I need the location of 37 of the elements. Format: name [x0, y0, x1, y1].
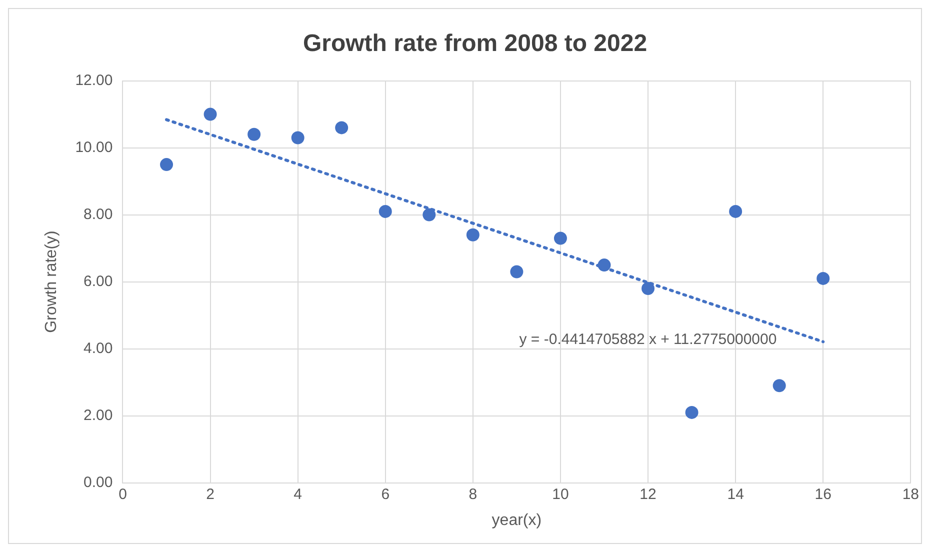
point	[772, 379, 786, 392]
point	[291, 131, 304, 144]
chart-title: Growth rate from 2008 to 2022	[302, 30, 648, 58]
point	[466, 228, 480, 242]
point	[816, 272, 830, 285]
point	[335, 121, 348, 134]
point	[204, 108, 217, 121]
x-tick-label: 8	[468, 486, 478, 503]
y-tick-label: 12.00	[75, 72, 113, 89]
y-tick-label: 8.00	[84, 206, 113, 223]
x-tick-label: 6	[381, 486, 390, 503]
point	[378, 204, 392, 218]
point	[510, 265, 524, 278]
y-tick-label: 4.00	[84, 340, 113, 357]
y-tick-label: 2.00	[84, 406, 113, 424]
x-axis-title: year(x)	[492, 512, 542, 529]
y-tick-label: 6.00	[84, 272, 113, 290]
x-tick-label: 0	[118, 486, 127, 503]
point	[554, 232, 567, 245]
x-tick-label: 10	[552, 486, 569, 503]
y-tick-label: 10.00	[75, 138, 113, 156]
y-tick-label: 0.00	[84, 474, 113, 491]
point	[248, 128, 261, 141]
point	[729, 204, 742, 218]
x-tick-label: 16	[814, 486, 832, 503]
x-tick-label: 12	[640, 486, 656, 503]
point	[598, 258, 611, 272]
y-axis-title: Growth rate(y)	[43, 230, 60, 333]
annotation: y = -0.4414705882 x + 11.2775000000	[519, 331, 777, 348]
x-tick-label: 18	[902, 486, 919, 503]
x-tick-label: 14	[727, 486, 744, 503]
point	[422, 208, 436, 222]
x-tick-label: 4	[294, 486, 302, 503]
point	[685, 406, 698, 419]
point	[642, 282, 655, 295]
x-tick-label: 2	[206, 486, 214, 503]
point	[160, 158, 174, 172]
